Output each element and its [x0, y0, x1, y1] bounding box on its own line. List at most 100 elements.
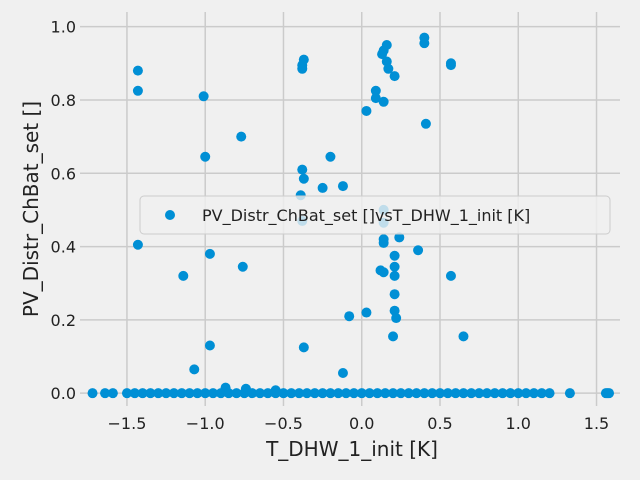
data-point — [309, 388, 320, 399]
data-point — [356, 388, 367, 399]
data-point — [100, 388, 111, 399]
data-point — [513, 388, 524, 399]
data-point — [204, 248, 215, 259]
data-point — [270, 388, 281, 399]
data-point — [364, 388, 375, 399]
data-point — [137, 388, 148, 399]
y-tick-label: 1.0 — [51, 18, 76, 37]
data-point — [361, 105, 372, 116]
data-point — [239, 388, 250, 399]
data-point — [389, 270, 400, 281]
data-point — [278, 388, 289, 399]
y-tick-label: 0.6 — [51, 164, 76, 183]
data-point — [223, 388, 234, 399]
data-point — [442, 388, 453, 399]
data-point — [294, 388, 305, 399]
data-point — [445, 270, 456, 281]
data-point — [458, 331, 469, 342]
data-point — [192, 388, 203, 399]
data-point — [389, 250, 400, 261]
data-points — [87, 32, 615, 399]
data-point — [286, 388, 297, 399]
data-point — [372, 388, 383, 399]
data-point — [427, 388, 438, 399]
data-point — [521, 388, 532, 399]
data-point — [337, 368, 348, 379]
data-point — [544, 388, 555, 399]
data-point — [301, 388, 312, 399]
data-point — [420, 118, 431, 129]
data-point — [161, 388, 172, 399]
y-axis-label: PV_Distr_ChBat_set [] — [19, 101, 43, 317]
data-point — [391, 313, 402, 324]
data-point — [378, 234, 389, 245]
data-point — [348, 388, 359, 399]
x-tick-label: −0.5 — [264, 414, 303, 433]
data-point — [247, 388, 258, 399]
data-point — [536, 388, 547, 399]
data-point — [466, 388, 477, 399]
data-point — [176, 388, 187, 399]
x-tick-labels: −1.5 −1.0 −0.5 0.0 0.5 1.0 1.5 — [108, 414, 610, 433]
data-point — [389, 289, 400, 300]
data-point — [445, 60, 456, 71]
data-point — [168, 388, 179, 399]
data-point — [564, 388, 575, 399]
data-point — [505, 388, 516, 399]
data-point — [378, 267, 389, 278]
data-point — [380, 388, 391, 399]
data-point — [129, 388, 140, 399]
data-point — [394, 232, 405, 243]
data-point — [297, 60, 308, 71]
x-tick-label: 1.5 — [584, 414, 609, 433]
y-tick-label: 0.2 — [51, 311, 76, 330]
data-point — [189, 364, 200, 375]
data-point — [528, 388, 539, 399]
data-point — [132, 85, 143, 96]
data-point — [370, 93, 381, 104]
data-point — [132, 65, 143, 76]
y-tick-labels: 0.0 0.2 0.4 0.6 0.8 1.0 — [51, 18, 76, 404]
legend-label: PV_Distr_ChBat_set []vsT_DHW_1_init [K] — [202, 206, 530, 226]
data-point — [198, 91, 209, 102]
legend-marker — [165, 210, 175, 220]
data-point — [604, 388, 615, 399]
data-point — [255, 388, 265, 399]
data-point — [497, 388, 508, 399]
data-point — [341, 388, 352, 399]
data-point — [344, 311, 355, 322]
x-tick-label: 0.0 — [349, 414, 374, 433]
x-axis-label: T_DHW_1_init [K] — [265, 437, 438, 461]
data-point — [107, 388, 118, 399]
data-point — [383, 63, 394, 74]
y-tick-label: 0.8 — [51, 91, 76, 110]
x-tick-label: 0.5 — [427, 414, 452, 433]
data-point — [145, 388, 156, 399]
data-point — [381, 39, 392, 50]
data-point — [204, 340, 215, 351]
data-point — [298, 342, 309, 353]
data-point — [489, 388, 500, 399]
data-point — [403, 388, 414, 399]
data-point — [153, 388, 164, 399]
data-point — [200, 388, 211, 399]
y-tick-label: 0.0 — [51, 384, 76, 403]
data-point — [262, 388, 273, 399]
data-point — [388, 331, 399, 342]
data-point — [458, 388, 469, 399]
data-point — [361, 307, 372, 318]
data-point — [450, 388, 461, 399]
data-point — [297, 164, 308, 175]
data-point — [388, 388, 399, 399]
data-point — [132, 239, 143, 250]
data-point — [435, 388, 445, 399]
data-point — [231, 388, 242, 399]
data-point — [378, 96, 389, 107]
data-point — [481, 388, 492, 399]
data-point — [200, 151, 211, 162]
data-point — [411, 388, 422, 399]
x-tick-label: −1.5 — [108, 414, 147, 433]
data-point — [419, 388, 430, 399]
